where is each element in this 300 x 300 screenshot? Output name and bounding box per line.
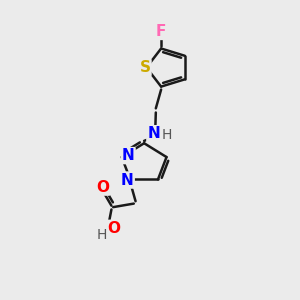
Text: N: N: [122, 148, 135, 163]
Text: O: O: [107, 221, 120, 236]
Text: F: F: [156, 24, 166, 39]
Text: O: O: [96, 180, 109, 195]
Text: H: H: [161, 128, 172, 142]
Text: S: S: [140, 60, 151, 75]
Text: N: N: [121, 172, 134, 188]
Text: H: H: [97, 228, 107, 242]
Text: N: N: [147, 126, 160, 141]
